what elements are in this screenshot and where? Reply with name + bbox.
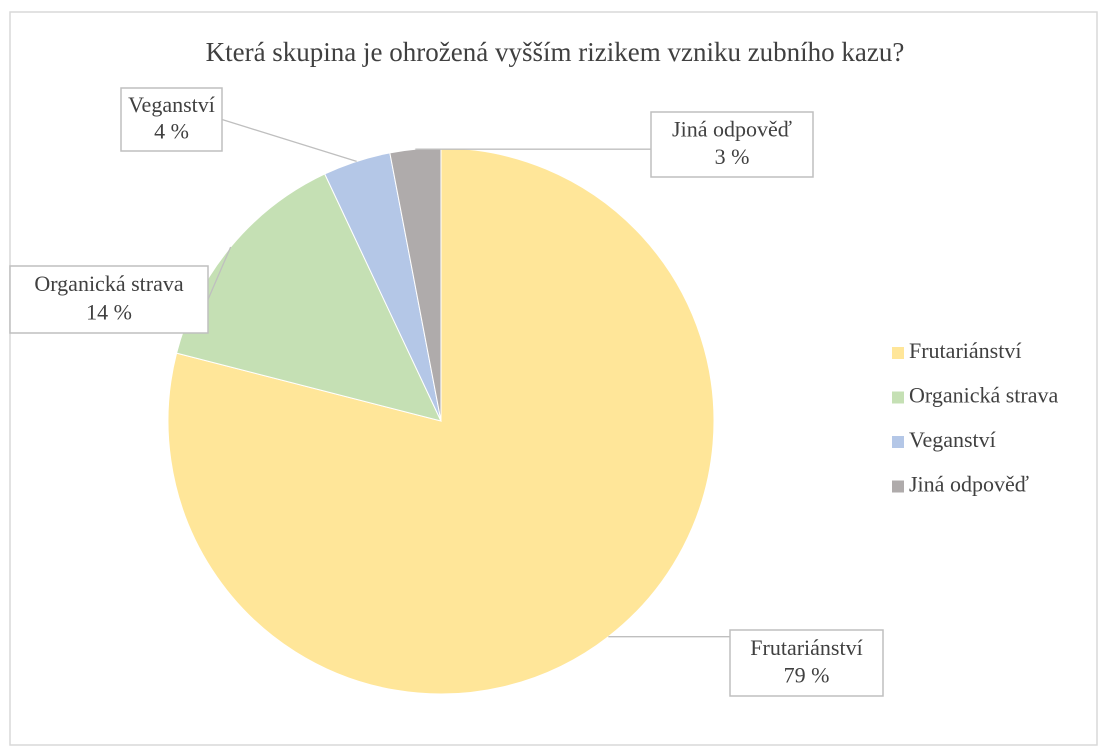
data-label-name: Jiná odpověď (672, 117, 792, 142)
legend-swatch (892, 347, 904, 359)
data-label-value: 4 % (154, 118, 189, 143)
data-label-value: 79 % (784, 663, 830, 688)
legend-label: Veganství (909, 427, 996, 452)
leader-line (207, 246, 232, 300)
legend-label: Frutariánství (909, 338, 1021, 363)
data-label-name: Veganství (128, 92, 215, 117)
legend-swatch (892, 436, 904, 448)
data-label-value: 3 % (715, 144, 750, 169)
pie-slice (167, 147, 715, 695)
data-label-box (729, 629, 884, 697)
legend-swatch (892, 480, 904, 493)
data-label-box (120, 87, 223, 152)
data-label-value: 14 % (86, 299, 132, 324)
leader-line (221, 118, 357, 162)
data-label-box (9, 265, 209, 334)
data-label-box (650, 111, 814, 178)
chart-title: Která skupina je ohrožená vyšším rizikem… (206, 37, 905, 67)
legend-label: Jiná odpověď (909, 472, 1029, 497)
legend-swatch (892, 391, 904, 404)
data-label-name: Frutariánství (750, 635, 862, 660)
legend-label: Organická strava (909, 383, 1058, 408)
data-label-name: Organická strava (34, 271, 183, 296)
